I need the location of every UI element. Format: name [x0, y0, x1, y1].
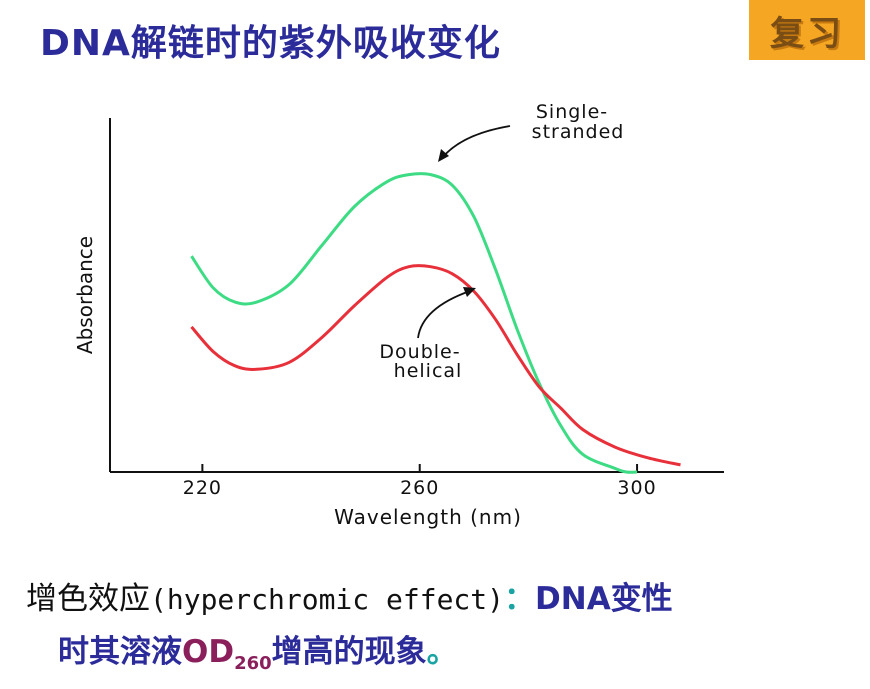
- annotation-arrow-single: [441, 125, 511, 159]
- annotation-double-label-2: helical: [394, 360, 463, 382]
- caption-od-sub: 260: [234, 653, 272, 675]
- absorbance-chart: 220 260 300 Absorbance Wavelength (nm) Sin…: [73, 101, 724, 529]
- x-axis-label: Wavelength (nm): [334, 505, 522, 529]
- x-tick-label: 220: [183, 477, 222, 499]
- caption-od: OD: [182, 634, 235, 670]
- x-tick-label: 260: [400, 477, 439, 499]
- y-axis-label: Absorbance: [73, 236, 97, 354]
- annotation-arrow-double: [417, 290, 471, 339]
- page-title: DNA解链时的紫外吸收变化: [40, 23, 501, 64]
- x-tick-label: 300: [617, 477, 656, 499]
- series-lines: [190, 172, 681, 474]
- caption-line-1: 增色效应(hyperchromic effect)：DNA变性: [26, 576, 673, 623]
- annotation-double-label-1: Double-: [379, 341, 460, 363]
- caption-line2-end: 增高的现象: [271, 634, 427, 670]
- caption-line2-start: 时其溶液: [58, 634, 182, 670]
- x-ticks: 220 260 300: [183, 464, 656, 499]
- caption-dna-denature: DNA变性: [535, 581, 673, 617]
- caption-term: 增色效应: [26, 581, 150, 617]
- review-badge: 复习: [749, 0, 865, 60]
- annotation-single-stranded: Single- stranded: [438, 101, 625, 162]
- series-line-single-stranded: [190, 172, 638, 474]
- caption-term-english: (hyperchromic effect): [150, 583, 505, 616]
- arrowhead-double: [463, 287, 476, 297]
- annotation-double-helical: Double- helical: [379, 287, 476, 382]
- caption-colon: ：: [504, 581, 536, 617]
- annotation-single-label-2: stranded: [532, 121, 625, 143]
- axes: [109, 118, 724, 473]
- caption-period: 。: [426, 634, 458, 670]
- caption-line-2: 时其溶液OD260增高的现象。: [58, 626, 458, 674]
- arrowhead-single: [438, 149, 449, 162]
- series-line-double-helical: [190, 264, 681, 467]
- annotation-single-label-1: Single-: [536, 101, 608, 123]
